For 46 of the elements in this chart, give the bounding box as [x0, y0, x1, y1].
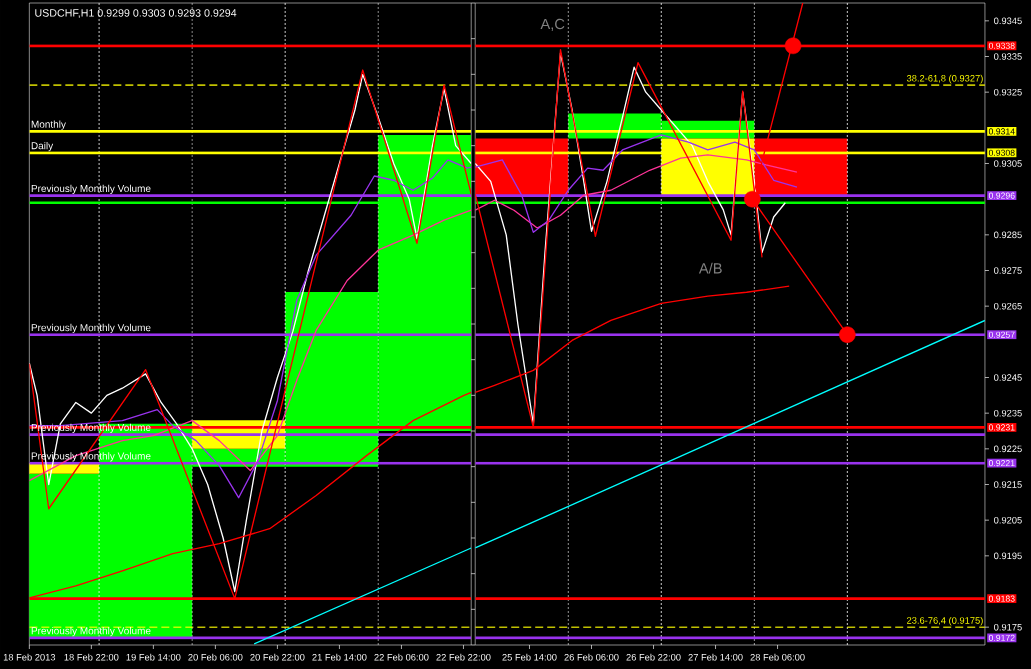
y-tick-label: 0.9285	[994, 231, 1022, 239]
y-tick-label: 0.9175	[994, 623, 1022, 631]
x-tick-label: 25 Feb 14:00	[502, 653, 557, 661]
annotation: Monthly	[31, 120, 66, 130]
x-tick-label: 20 Feb 06:00	[188, 653, 243, 661]
x-tick-label: 28 Feb 06:00	[750, 653, 805, 661]
ref-line-label: 0.9314	[988, 128, 1015, 135]
x-tick-label: 22 Feb 06:00	[374, 653, 429, 661]
x-tick-label: 18 Feb 2013	[3, 653, 56, 661]
ref-line-label: 0.9231	[988, 424, 1015, 431]
y-tick-label: 0.9195	[994, 552, 1022, 560]
y-tick-label: 0.9235	[994, 409, 1022, 417]
annotation: Daily	[31, 141, 54, 152]
annotation: A/B	[698, 262, 722, 274]
annotation: Previously Monthly Volume	[31, 184, 151, 194]
x-tick-label: 26 Feb 22:00	[626, 653, 681, 661]
ref-line-label: 0.9257	[988, 331, 1015, 338]
x-tick-label: 20 Feb 22:00	[250, 653, 305, 661]
x-tick-label: 26 Feb 06:00	[564, 653, 619, 661]
x-tick-label: 21 Feb 14:00	[312, 653, 367, 661]
y-tick-label: 0.9275	[994, 267, 1022, 274]
y-tick-label: 0.9345	[994, 17, 1022, 25]
annotation: Previously Monthly Volume	[31, 626, 151, 637]
annotation: Previously Monthly Volume	[31, 323, 151, 334]
ref-line-label: 0.9308	[988, 149, 1015, 156]
y-tick-label: 0.9205	[994, 516, 1022, 524]
ref-line-label: 0.9221	[988, 460, 1015, 467]
y-tick-label: 0.9225	[994, 445, 1022, 453]
ref-line-label: 38.2-61,8 (0.9327)	[906, 74, 983, 84]
chart-title: USDCHF,H1 0.9299 0.9303 0.9293 0.9294	[35, 9, 237, 18]
y-tick-label: 0.9335	[994, 53, 1022, 60]
ref-line-label: 23.6-76,4 (0.9175)	[907, 616, 983, 626]
ref-line-label: 0.9172	[988, 634, 1015, 641]
y-tick-label: 0.9305	[994, 160, 1022, 167]
y-tick-label: 0.9245	[994, 374, 1022, 381]
y-tick-label: 0.9215	[994, 481, 1022, 488]
annotation: A,C	[540, 18, 565, 31]
y-tick-label: 0.9265	[994, 302, 1022, 310]
ref-line-label: 0.9338	[988, 42, 1015, 49]
x-tick-label: 27 Feb 14:00	[688, 653, 743, 661]
y-tick-label: 0.9325	[994, 88, 1022, 96]
ref-line-label: 0.9183	[988, 595, 1015, 602]
x-tick-label: 19 Feb 14:00	[126, 653, 181, 661]
ref-line-label: 0.9296	[988, 192, 1015, 199]
x-tick-label: 18 Feb 22:00	[64, 653, 119, 661]
x-tick-label: 22 Feb 22:00	[436, 653, 491, 661]
